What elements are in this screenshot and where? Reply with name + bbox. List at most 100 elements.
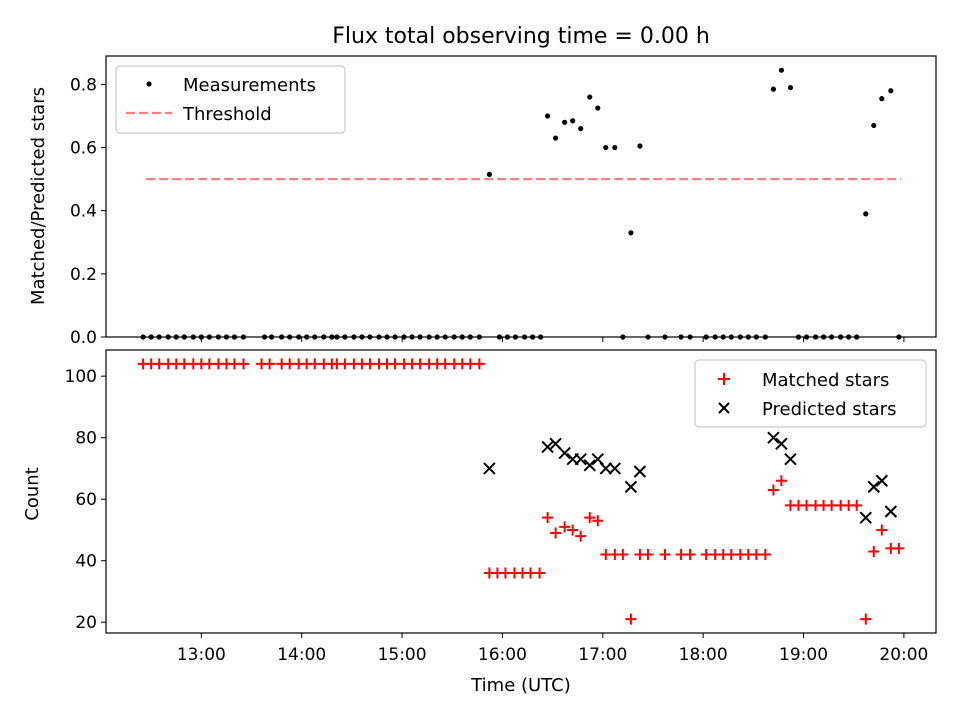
matched-stars-point xyxy=(584,512,596,524)
measurements-point xyxy=(578,126,584,132)
matched-stars-point xyxy=(860,613,872,625)
x-tick-label: 18:00 xyxy=(679,645,728,665)
measurements-point xyxy=(570,118,576,124)
matched-stars-point xyxy=(767,484,779,496)
predicted-stars-point xyxy=(624,480,638,494)
count-axes: 20 40 60 80 100 13:00 14:00 15:00 16:00 17:00 18:0… xyxy=(65,367,929,665)
matched-stars-point xyxy=(550,527,562,539)
measurements-point xyxy=(553,135,559,141)
matched-stars-point xyxy=(642,549,654,561)
predicted-stars-point xyxy=(767,431,780,444)
legend-threshold-label: Threshold xyxy=(182,104,272,125)
predicted-stars-point xyxy=(875,474,889,487)
count-plot-area xyxy=(137,358,905,625)
count-legend: Matched stars Predicted stars xyxy=(694,359,927,428)
x-axis-label: Time (UTC) xyxy=(470,675,571,696)
matched-stars-point xyxy=(264,358,276,370)
measurements-point xyxy=(879,96,885,102)
measurements-point xyxy=(628,230,634,236)
ratio-plot-area xyxy=(140,67,902,340)
measurements-point xyxy=(787,84,794,91)
matched-stars-point xyxy=(868,545,880,557)
chart-title: Flux total observing time = 0.00 h xyxy=(332,24,710,49)
predicted-stars-point xyxy=(859,511,872,524)
predicted-stars-point xyxy=(574,452,587,466)
measurements-point xyxy=(770,86,777,92)
measurements-point xyxy=(612,144,618,151)
matched-stars-point xyxy=(559,521,571,533)
matched-stars-point xyxy=(851,499,863,511)
matched-stars-point xyxy=(893,542,905,554)
y-tick-label: 0.2 xyxy=(70,265,97,285)
predicted-stars-point xyxy=(583,459,596,472)
x-tick-label: 13:00 xyxy=(177,645,226,665)
measurements-point xyxy=(587,94,593,100)
ratio-legend: Measurements Threshold xyxy=(115,65,346,134)
matched-stars-point xyxy=(617,549,629,561)
count-legend-box xyxy=(694,359,927,428)
measurements-point xyxy=(486,171,492,177)
matched-stars-point xyxy=(592,515,604,527)
matched-stars-point xyxy=(775,475,787,487)
matched-stars-point xyxy=(575,530,587,542)
matched-stars-point xyxy=(759,549,771,561)
count-axes-frame xyxy=(105,349,937,634)
predicted-stars-point xyxy=(775,437,788,451)
ratio-legend-box xyxy=(115,65,346,134)
y-tick-label: 0.6 xyxy=(70,139,97,159)
matched-stars-point xyxy=(542,512,554,524)
predicted-stars-point xyxy=(483,462,496,475)
count-y-axis-label: Count xyxy=(22,467,43,520)
measurements-point xyxy=(562,119,568,125)
measurements-point xyxy=(544,113,551,119)
legend-matched-label: Matched stars xyxy=(762,370,889,391)
ratio-axes-frame xyxy=(105,55,937,338)
x-tick-label: 20:00 xyxy=(879,645,928,665)
legend-measurements-label: Measurements xyxy=(183,75,316,96)
matched-stars-point xyxy=(473,358,485,370)
measurements-point xyxy=(888,88,894,94)
matched-stars-point xyxy=(876,524,888,536)
predicted-stars-point xyxy=(541,440,554,454)
count-panel: 20 40 60 80 100 13:00 14:00 15:00 16:00 17:00 18:0… xyxy=(22,349,937,665)
legend-predicted-marker xyxy=(718,402,730,414)
predicted-stars-point xyxy=(884,505,898,518)
predicted-stars-point xyxy=(867,480,880,494)
x-tick-label: 16:00 xyxy=(478,645,527,665)
matched-stars-point xyxy=(659,549,671,561)
x-tick-label: 14:00 xyxy=(277,645,326,665)
legend-matched-marker xyxy=(718,373,730,385)
predicted-stars-point xyxy=(633,465,647,478)
matched-stars-point xyxy=(625,613,637,625)
matched-stars-point xyxy=(567,524,579,536)
matched-stars-point xyxy=(684,549,696,561)
ratio-axes: 0.0 0.2 0.4 0.6 0.8 xyxy=(70,75,905,348)
measurements-point xyxy=(778,67,785,73)
measurements-point xyxy=(595,105,601,111)
ratio-panel: 0.00.20.40.60.8 Matched/Predicted stars … xyxy=(28,55,937,348)
measurements-point xyxy=(603,144,609,151)
x-tick-label: 17:00 xyxy=(578,645,627,665)
measurements-point xyxy=(871,122,877,129)
measurements-point xyxy=(637,143,643,149)
measurements-point xyxy=(863,211,869,217)
predicted-stars-point xyxy=(558,446,571,460)
y-tick-label: 80 xyxy=(75,429,97,449)
y-tick-label: 100 xyxy=(65,367,97,387)
legend-measurements-marker xyxy=(146,81,152,87)
y-tick-label: 20 xyxy=(75,613,97,633)
matched-stars-point xyxy=(534,567,546,579)
predicted-stars-point xyxy=(599,462,613,475)
y-tick-label: 60 xyxy=(75,490,97,510)
y-tick-label: 0.8 xyxy=(70,75,97,95)
ratio-y-axis-label: Matched/Predicted stars xyxy=(28,87,49,305)
y-tick-label: 0.0 xyxy=(70,328,97,348)
y-tick-label: 40 xyxy=(75,552,97,572)
y-tick-label: 0.4 xyxy=(70,202,97,222)
legend-predicted-label: Predicted stars xyxy=(762,399,896,420)
predicted-stars-point xyxy=(784,452,797,466)
x-tick-label: 19:00 xyxy=(779,645,828,665)
matched-stars-point xyxy=(237,358,249,370)
predicted-stars-point xyxy=(608,462,622,475)
